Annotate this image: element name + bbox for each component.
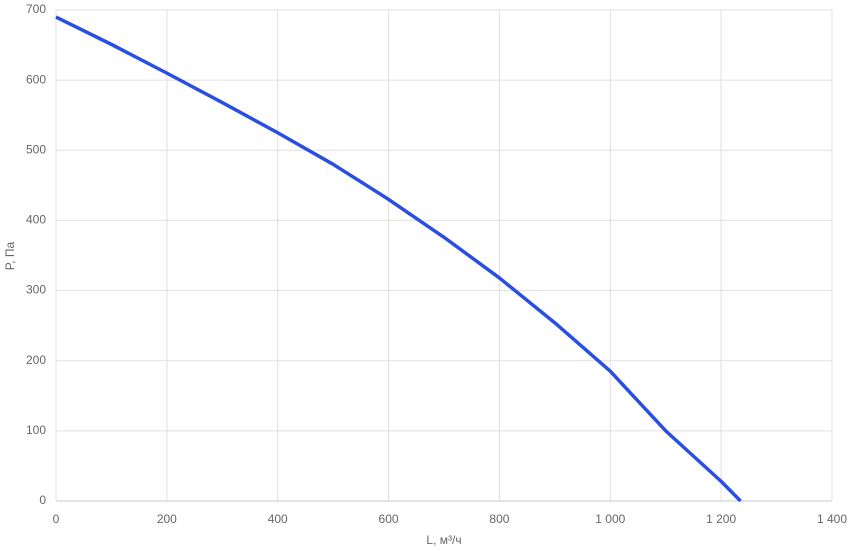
y-tick-label: 500 [26,142,46,156]
x-tick-label: 400 [268,512,288,526]
x-tick-label: 1 400 [817,512,847,526]
x-tick-label: 800 [489,512,509,526]
x-axis-label: L, м³/ч [426,533,461,547]
y-tick-label: 600 [26,72,46,86]
y-tick-label: 400 [26,213,46,227]
x-tick-label: 1 000 [595,512,625,526]
y-tick-label: 0 [39,493,46,507]
y-tick-label: 700 [26,2,46,16]
x-tick-label: 1 200 [706,512,736,526]
x-tick-label: 0 [53,512,60,526]
x-tick-label: 200 [157,512,177,526]
y-axis-label: P, Па [3,241,17,270]
y-tick-label: 300 [26,283,46,297]
y-tick-label: 200 [26,353,46,367]
data-line [55,15,742,503]
x-tick-label: 600 [379,512,399,526]
y-tick-label: 100 [26,423,46,437]
